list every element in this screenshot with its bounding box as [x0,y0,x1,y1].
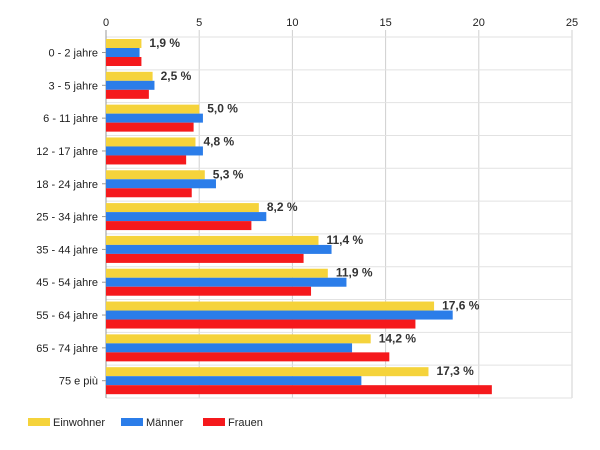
bar-m-nner [106,179,216,189]
legend-label: Einwohner [53,417,105,429]
bar-frauen [106,89,149,99]
bar-m-nner [106,48,140,57]
legend: Einwohner Männer Frauen [28,417,263,429]
category-label: 0 - 2 jahre [48,48,98,60]
bar-frauen [106,155,187,165]
bar-frauen [106,352,390,362]
bar-m-nner [106,277,347,287]
data-label: 5,0 % [207,102,238,116]
grid [105,30,573,399]
bar-einwohner [106,203,259,213]
bar-einwohner [106,137,196,147]
bar-einwohner [106,268,328,278]
category-label: 18 - 24 jahre [36,179,98,191]
bar-m-nner [106,146,203,156]
legend-label: Frauen [228,417,263,429]
data-label: 5,3 % [213,167,244,181]
data-label: 14,2 % [379,331,417,345]
bar-einwohner [106,334,371,344]
bar-frauen [106,319,416,329]
bar-einwohner [106,71,153,81]
bar-einwohner [106,170,205,180]
category-label: 12 - 17 jahre [36,146,98,158]
data-label: 1,9 % [149,36,180,50]
category-label: 45 - 54 jahre [36,277,98,289]
bar-frauen [106,286,312,296]
data-label: 11,4 % [326,233,363,247]
bar-m-nner [106,212,267,222]
x-tick-label: 15 [379,17,391,29]
x-axis-ticks: 0 5 10 15 20 25 [103,17,578,29]
data-label: 8,2 % [267,200,298,214]
bar-frauen [106,122,194,132]
bar-m-nner [106,376,362,386]
data-labels: 1,9 % 2,5 % 5,0 % 4,8 % 5,3 % 8,2 % 11,4 % 11,9… [149,36,479,378]
category-label: 35 - 44 jahre [36,244,98,256]
legend-swatch [28,418,50,426]
bar-frauen [106,253,304,263]
bar-einwohner [106,104,200,114]
bar-einwohner [106,39,142,48]
data-label: 17,6 % [442,299,480,313]
data-label: 11,9 % [336,266,373,280]
bar-m-nner [106,310,453,320]
category-label: 6 - 11 jahre [43,113,98,125]
data-label: 4,8 % [203,134,234,148]
bar-frauen [106,57,142,66]
bar-frauen [106,188,192,198]
x-tick-label: 25 [566,17,578,29]
category-label: 55 - 64 jahre [36,310,98,322]
bar-m-nner [106,113,203,123]
data-label: 17,3 % [436,364,474,378]
bar-frauen [106,385,492,395]
bar-einwohner [106,367,429,377]
legend-swatch [121,418,143,426]
legend-label: Männer [146,417,184,429]
legend-swatch [203,418,225,426]
bar-m-nner [106,244,332,254]
x-tick-label: 5 [196,17,202,29]
data-label: 2,5 % [161,69,192,83]
category-label: 75 e più [59,376,98,388]
category-label: 65 - 74 jahre [36,343,98,355]
bar-m-nner [106,343,353,353]
category-axis: 0 - 2 jahre 3 - 5 jahre 6 - 11 jahre 12 - 1… [36,48,106,388]
category-label: 25 - 34 jahre [36,212,98,224]
bars [106,39,492,395]
bar-frauen [106,221,252,231]
x-tick-label: 20 [473,17,485,29]
x-tick-label: 0 [103,17,109,29]
bar-einwohner [106,235,319,245]
bar-m-nner [106,80,155,90]
x-tick-label: 10 [286,17,298,29]
category-label: 3 - 5 jahre [48,80,98,92]
bar-einwohner [106,301,435,311]
